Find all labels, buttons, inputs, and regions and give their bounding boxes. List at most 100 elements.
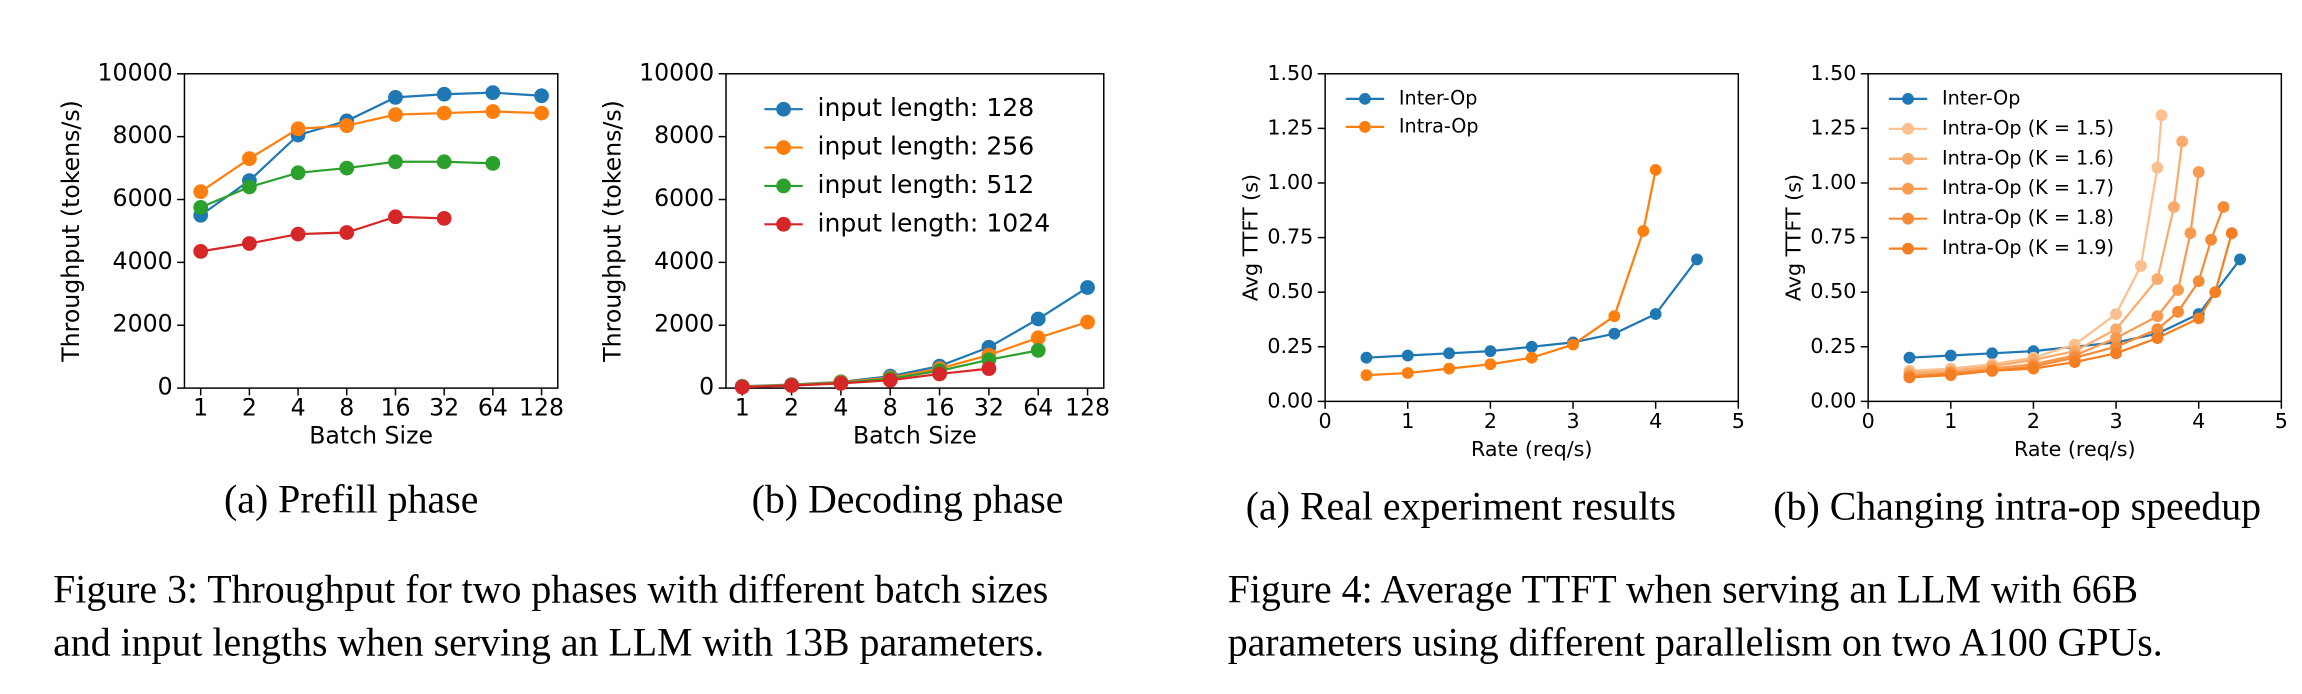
y-tick-label: 1.00 [1810,170,1856,194]
legend-label: input length: 512 [818,170,1035,199]
x-tick-label: 1 [1401,409,1414,433]
y-tick-label: 0.25 [1267,334,1313,358]
data-point [339,160,355,176]
subfigure-caption: (a) Real experiment results [1246,484,1676,529]
series-line [1366,169,1657,377]
data-point [2234,253,2246,266]
plot-frame [725,73,1105,389]
data-point [1649,308,1662,320]
data-point [932,366,947,382]
x-axis-label: Batch Size [853,421,977,449]
legend-label: Intra-Op [1399,114,1479,137]
y-tick-label: 1.00 [1267,170,1313,194]
data-point [1525,340,1538,353]
legend-label: Intra-Op (K = 1.9) [1942,236,2114,259]
data-point [388,89,403,105]
figure-caption: Figure 3: Throughput for two phases with… [53,566,1048,611]
data-point [784,378,799,393]
subfigure-caption: (a) Prefill phase [224,476,478,521]
data-point [1944,349,1957,362]
y-tick-label: 2000 [113,310,173,338]
plot-frame [183,73,559,389]
y-tick-label: 10000 [98,58,173,86]
x-tick-label: 64 [1023,393,1053,421]
x-tick-label: 4 [2192,409,2205,433]
data-point [2192,275,2205,288]
data-point [1608,310,1621,323]
data-point [2110,347,2122,360]
data-point [290,165,306,181]
x-tick-label: 32 [974,393,1004,421]
legend-label: input length: 1024 [818,208,1051,237]
data-point [1080,314,1095,330]
series-line [200,110,542,193]
y-tick-label: 0 [699,373,714,401]
figure-caption: parameters using different parallelism o… [1228,619,2163,664]
data-point [2205,233,2218,246]
data-point [1986,364,1999,377]
data-point [1691,253,1703,266]
data-point [2134,260,2147,272]
data-point [1030,311,1046,327]
x-tick-label: 64 [478,393,508,421]
data-point [2151,332,2164,344]
data-point [242,236,257,251]
legend-marker [776,216,791,232]
x-tick-label: 2 [242,393,257,421]
y-axis-label: Avg TTFT (s) [1781,174,1805,301]
data-point [1080,280,1095,295]
legend-label: input length: 128 [818,93,1035,122]
data-point [2192,312,2205,325]
data-point [193,199,209,215]
x-tick-label: 1 [735,393,750,421]
x-axis-label: Rate (req/s) [2014,437,2136,461]
data-point [1443,362,1455,375]
y-axis-label: Avg TTFT (s) [1238,174,1262,301]
data-point [534,105,549,121]
x-tick-label: 128 [519,393,564,421]
y-tick-label: 1.25 [1267,115,1313,139]
legend-marker [1902,182,1914,195]
x-tick-label: 5 [1732,409,1745,433]
data-point [2151,310,2164,323]
x-tick-label: 8 [883,393,898,421]
x-tick-label: 0 [1862,409,1875,433]
y-tick-label: 8000 [654,121,714,149]
y-tick-label: 0.75 [1810,225,1856,249]
data-point [2184,227,2197,240]
data-point [2110,323,2122,336]
data-point [290,226,306,242]
legend-label: input length: 256 [818,132,1035,161]
legend-label: Inter-Op [1942,86,2021,109]
y-tick-label: 0.00 [1810,388,1856,412]
data-point [436,210,452,226]
legend-label: Intra-Op (K = 1.8) [1942,206,2114,229]
figure-caption: Figure 4: Average TTFT when serving an L… [1228,566,2138,611]
x-tick-label: 32 [429,393,459,421]
subfigure-caption: (b) Changing intra-op speedup [1773,484,2261,529]
data-point [1401,367,1414,379]
y-tick-label: 1.50 [1810,61,1856,85]
x-tick-label: 2 [1484,409,1497,433]
legend-marker [1902,122,1914,135]
x-tick-label: 3 [2109,409,2122,433]
y-tick-label: 4000 [654,247,714,275]
y-axis-label: Throughput (tokens/s) [598,100,626,363]
x-tick-label: 4 [833,393,848,421]
subfigure-caption: (b) Decoding phase [752,476,1064,521]
data-point [2110,332,2122,344]
data-point [734,379,750,395]
data-point [2027,362,2040,375]
data-point [1944,369,1957,382]
x-tick-label: 128 [1065,393,1110,421]
legend-label: Intra-Op (K = 1.6) [1942,146,2114,169]
data-point [485,155,501,171]
legend-marker [776,140,791,155]
legend-marker [776,101,791,117]
data-point [2155,109,2168,122]
data-point [1030,330,1046,346]
x-tick-label: 16 [380,393,410,421]
x-tick-label: 1 [193,393,208,421]
y-tick-label: 0.25 [1810,334,1856,358]
